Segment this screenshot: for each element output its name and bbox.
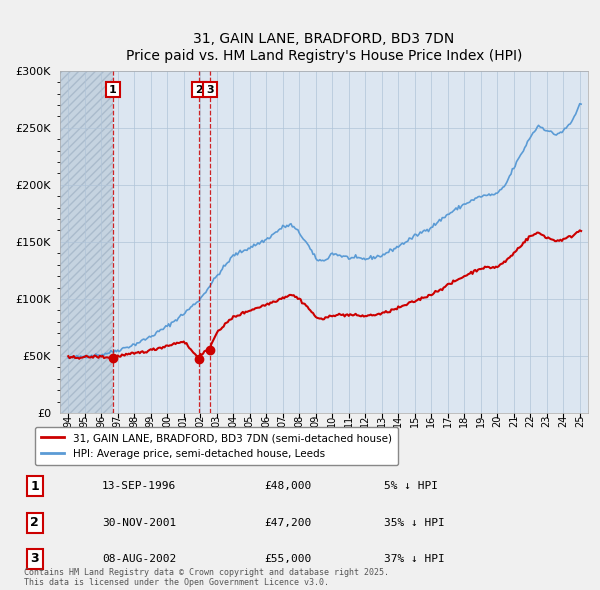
Text: £55,000: £55,000 — [264, 554, 311, 564]
Text: £47,200: £47,200 — [264, 517, 311, 527]
Bar — [60, 71, 113, 413]
Text: £48,000: £48,000 — [264, 481, 311, 491]
Text: 2: 2 — [31, 516, 39, 529]
Text: 08-AUG-2002: 08-AUG-2002 — [102, 554, 176, 564]
Text: 37% ↓ HPI: 37% ↓ HPI — [384, 554, 445, 564]
Legend: 31, GAIN LANE, BRADFORD, BD3 7DN (semi-detached house), HPI: Average price, semi: 31, GAIN LANE, BRADFORD, BD3 7DN (semi-d… — [35, 427, 398, 466]
Text: 2: 2 — [195, 84, 203, 94]
Text: 35% ↓ HPI: 35% ↓ HPI — [384, 517, 445, 527]
Text: 13-SEP-1996: 13-SEP-1996 — [102, 481, 176, 491]
Text: 1: 1 — [109, 84, 117, 94]
Text: 30-NOV-2001: 30-NOV-2001 — [102, 517, 176, 527]
Text: 3: 3 — [31, 552, 39, 565]
Title: 31, GAIN LANE, BRADFORD, BD3 7DN
Price paid vs. HM Land Registry's House Price I: 31, GAIN LANE, BRADFORD, BD3 7DN Price p… — [126, 32, 522, 63]
Text: 1: 1 — [31, 480, 39, 493]
Text: 3: 3 — [206, 84, 214, 94]
Text: Contains HM Land Registry data © Crown copyright and database right 2025.
This d: Contains HM Land Registry data © Crown c… — [24, 568, 389, 588]
Text: 5% ↓ HPI: 5% ↓ HPI — [384, 481, 438, 491]
